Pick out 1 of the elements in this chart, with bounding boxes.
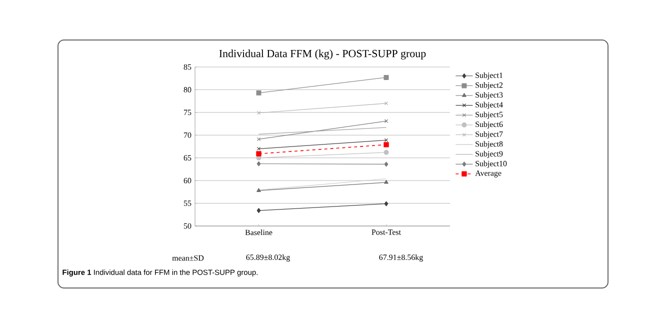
chart-title: Individual Data FFM (kg) - POST-SUPP group	[219, 50, 426, 60]
